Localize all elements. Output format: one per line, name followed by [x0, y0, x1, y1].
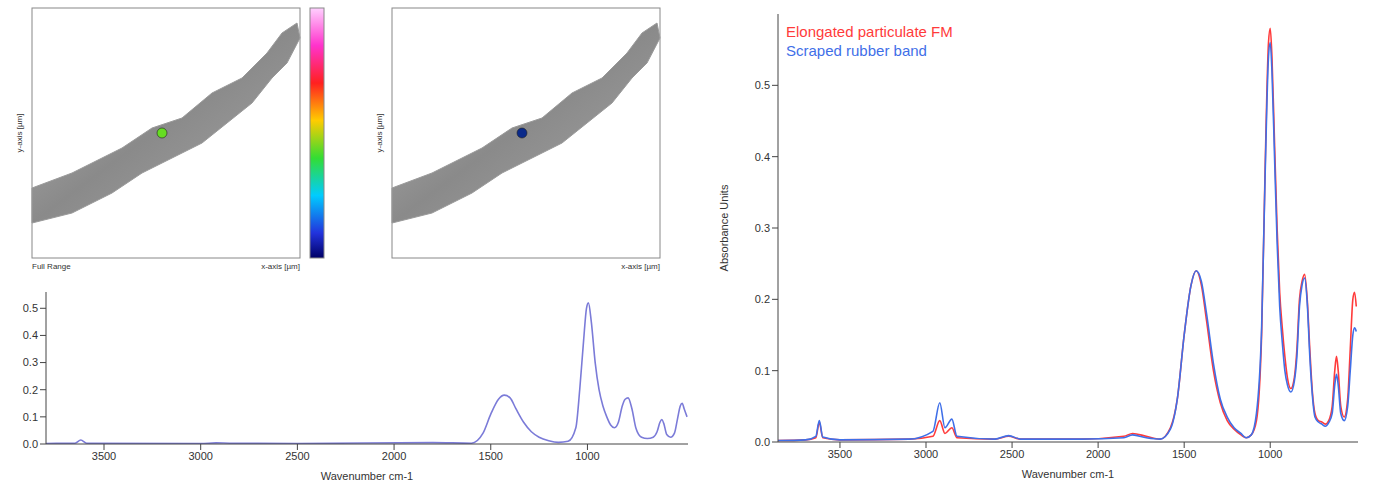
svg-text:0.5: 0.5 — [23, 302, 38, 314]
svg-text:3000: 3000 — [914, 448, 938, 460]
svg-text:x-axis [µm]: x-axis [µm] — [261, 262, 300, 271]
svg-text:0.1: 0.1 — [23, 411, 38, 423]
svg-text:y-axis [µm]: y-axis [µm] — [375, 114, 384, 153]
svg-text:3000: 3000 — [188, 450, 212, 462]
svg-text:0.3: 0.3 — [755, 222, 770, 234]
svg-text:2000: 2000 — [1086, 448, 1110, 460]
svg-text:1500: 1500 — [479, 450, 503, 462]
svg-text:3500: 3500 — [828, 448, 852, 460]
svg-text:1000: 1000 — [1258, 448, 1282, 460]
svg-text:Wavenumber cm-1: Wavenumber cm-1 — [1022, 468, 1115, 480]
svg-text:3500: 3500 — [92, 450, 116, 462]
svg-text:0.0: 0.0 — [755, 436, 770, 448]
svg-text:x-axis [µm]: x-axis [µm] — [621, 262, 660, 271]
svg-text:0.5: 0.5 — [755, 79, 770, 91]
svg-text:y-axis [µm]: y-axis [µm] — [15, 114, 24, 153]
svg-text:1000: 1000 — [575, 450, 599, 462]
svg-text:0.3: 0.3 — [23, 356, 38, 368]
svg-text:0.2: 0.2 — [755, 293, 770, 305]
svg-text:0.1: 0.1 — [755, 365, 770, 377]
svg-text:0.2: 0.2 — [23, 384, 38, 396]
svg-text:Wavenumber cm-1: Wavenumber cm-1 — [321, 470, 414, 482]
svg-text:2500: 2500 — [1000, 448, 1024, 460]
svg-text:Absorbance Units: Absorbance Units — [718, 184, 730, 271]
svg-text:1500: 1500 — [1172, 448, 1196, 460]
svg-text:0.4: 0.4 — [755, 151, 770, 163]
html-text:Elongated particulate FM: Elongated particulate FM — [786, 23, 953, 40]
svg-text:0.0: 0.0 — [23, 438, 38, 450]
html-text:Scraped rubber band: Scraped rubber band — [786, 42, 927, 59]
svg-text:Full Range: Full Range — [32, 262, 71, 271]
svg-text:2500: 2500 — [285, 450, 309, 462]
svg-text:0.4: 0.4 — [23, 329, 38, 341]
svg-text:2000: 2000 — [382, 450, 406, 462]
